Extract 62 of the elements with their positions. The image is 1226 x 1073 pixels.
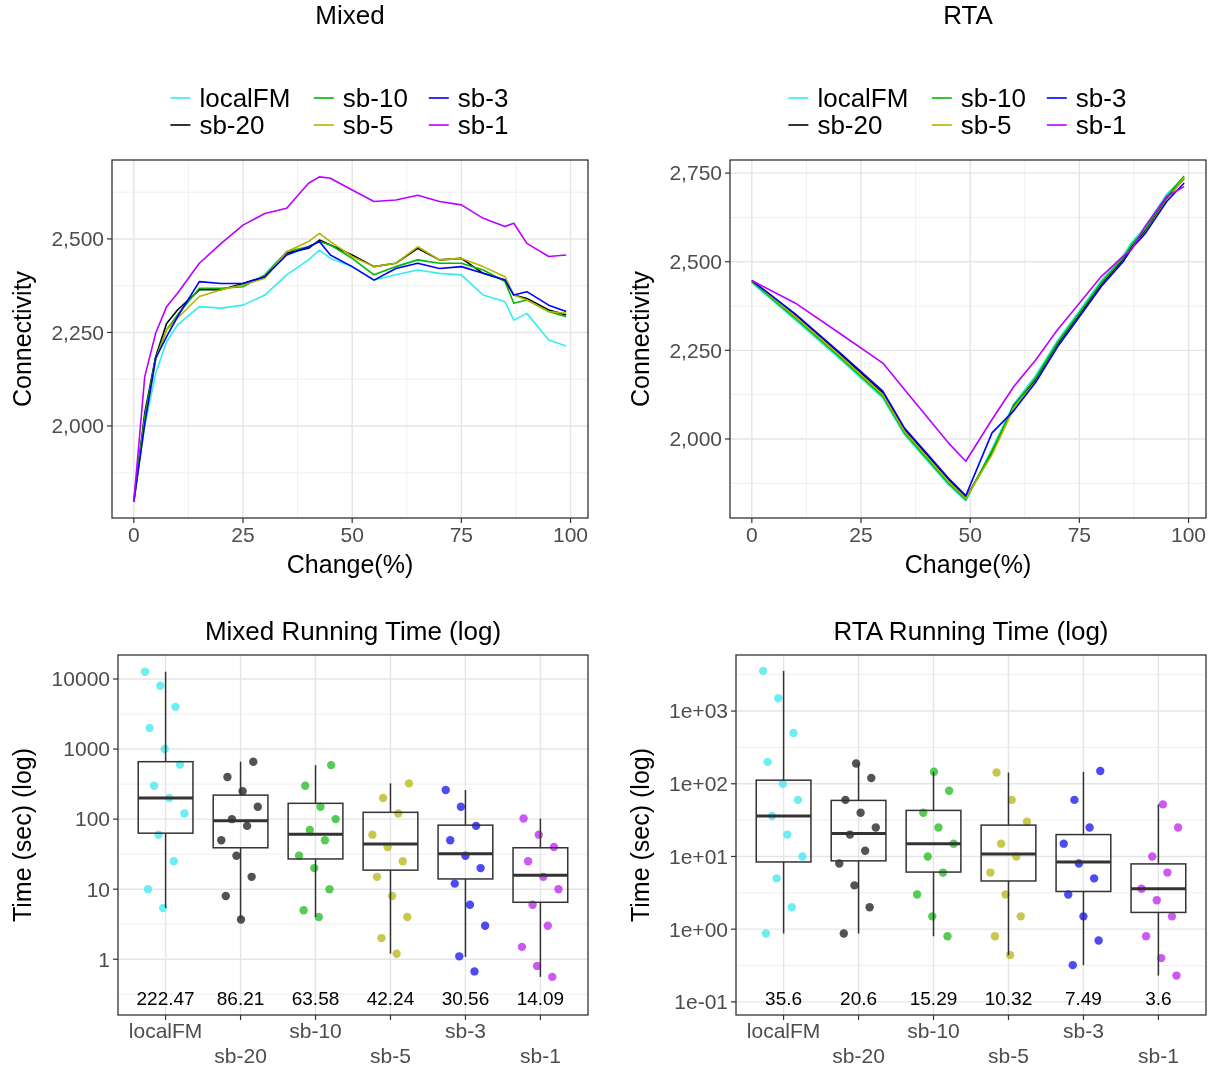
y-tick-label: 2,500 — [51, 227, 104, 251]
y-tick-label: 2,250 — [669, 338, 722, 362]
y-tick-label: 1e+02 — [669, 772, 728, 796]
y-tick-label: 2,500 — [669, 250, 722, 274]
x-tick-label: sb-20 — [214, 1044, 267, 1067]
x-axis-title: Change(%) — [904, 550, 1032, 578]
x-tick-label: sb-5 — [988, 1044, 1029, 1067]
x-axis-title: Change(%) — [286, 550, 414, 578]
annotation: 3.6 — [1145, 988, 1172, 1009]
y-axis-title: Time (sec) (log) — [626, 747, 654, 923]
y-tick-label: 2,750 — [669, 161, 722, 185]
y-tick-label: 2,000 — [669, 427, 722, 451]
x-tick-label: sb-10 — [289, 1019, 342, 1042]
chart-title: RTA Running Time (log) — [833, 616, 1109, 646]
chart-title: Mixed Running Time (log) — [204, 616, 502, 646]
annotation: 35.6 — [765, 988, 803, 1009]
annotation: 86.21 — [216, 988, 265, 1009]
x-tick-label: sb-5 — [370, 1044, 411, 1067]
y-axis-title: Connectivity — [626, 270, 654, 408]
y-tick-label: 100 — [74, 807, 110, 831]
x-tick-label: sb-1 — [519, 1044, 561, 1067]
x-tick-label: 100 — [1171, 523, 1207, 546]
x-tick-label: localFM — [128, 1019, 203, 1042]
y-tick-label: 1e+00 — [669, 917, 728, 941]
annotation: 222.47 — [136, 988, 195, 1009]
line-series — [133, 176, 567, 503]
y-tick-label: 10000 — [51, 667, 110, 691]
y-tick-label: 1e+03 — [669, 699, 728, 723]
y-tick-label: 1e-01 — [674, 990, 728, 1014]
x-tick-label: sb-3 — [1063, 1019, 1104, 1042]
annotation: 7.49 — [1064, 988, 1102, 1009]
x-tick-label: sb-10 — [907, 1019, 960, 1042]
x-tick-label: 50 — [340, 523, 364, 546]
x-tick-label: 25 — [849, 523, 873, 546]
x-tick-label: 0 — [745, 523, 758, 546]
x-tick-label: sb-1 — [1137, 1044, 1179, 1067]
annotation: 10.32 — [984, 988, 1033, 1009]
x-tick-label: sb-3 — [445, 1019, 486, 1042]
x-tick-label: 25 — [231, 523, 255, 546]
annotation: 15.29 — [909, 988, 958, 1009]
annotation: 14.09 — [516, 988, 565, 1009]
y-tick-label: 1e+01 — [669, 844, 728, 868]
y-tick-label: 1 — [98, 947, 110, 971]
y-tick-label: 10 — [86, 877, 110, 901]
x-tick-label: 75 — [1067, 523, 1092, 546]
x-tick-label: 75 — [449, 523, 474, 546]
x-tick-label: 0 — [127, 523, 140, 546]
y-axis-title: Time (sec) (log) — [8, 747, 36, 923]
annotation: 30.56 — [441, 988, 490, 1009]
annotation: 63.58 — [291, 988, 340, 1009]
x-tick-label: localFM — [746, 1019, 821, 1042]
chart-title: Mixed — [315, 0, 385, 30]
y-tick-label: 1000 — [63, 737, 110, 761]
y-tick-label: 2,000 — [51, 414, 104, 438]
annotation: 42.24 — [366, 988, 415, 1009]
x-tick-label: 100 — [553, 523, 589, 546]
y-tick-label: 2,250 — [51, 320, 104, 344]
annotation: 20.6 — [840, 988, 878, 1009]
x-tick-label: sb-20 — [832, 1044, 885, 1067]
x-tick-label: 50 — [958, 523, 982, 546]
y-axis-title: Connectivity — [8, 270, 36, 408]
chart-title: RTA — [943, 0, 994, 30]
